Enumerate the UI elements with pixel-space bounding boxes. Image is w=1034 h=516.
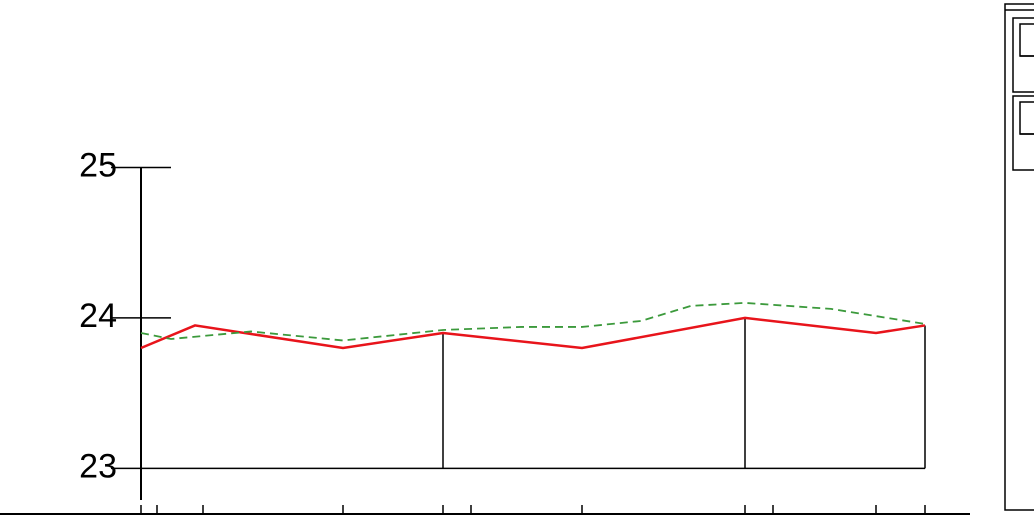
y-tick-label: 24	[79, 297, 117, 335]
series-line	[140, 301, 926, 342]
y-tick-label: 23	[79, 447, 117, 485]
side-panel	[1004, 3, 1034, 511]
y-tick-label: 25	[79, 146, 117, 184]
series-line	[140, 316, 926, 350]
